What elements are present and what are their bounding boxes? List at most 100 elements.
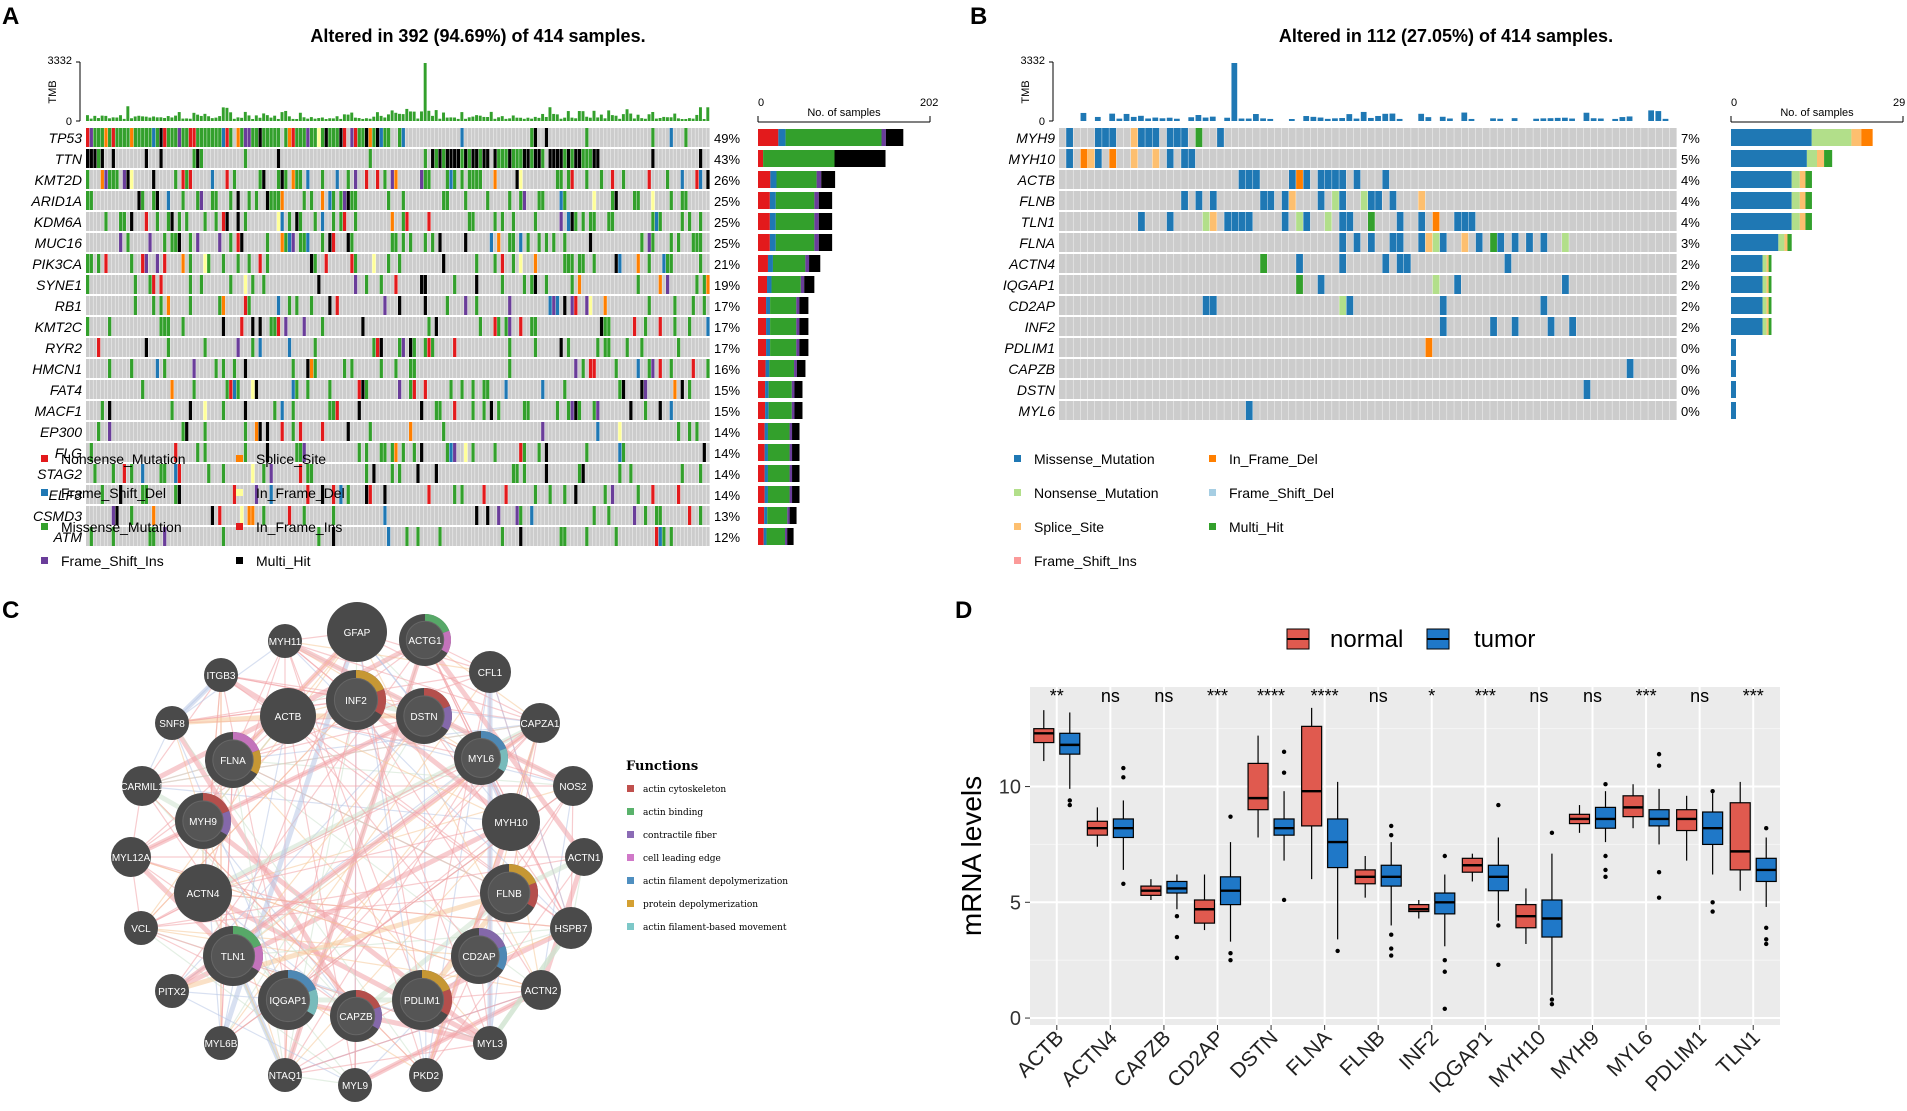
grid-cell — [1310, 317, 1318, 336]
grid-cell — [199, 191, 204, 210]
grid-cell — [570, 422, 574, 441]
grid-cell — [687, 212, 692, 231]
grid-cell — [1188, 191, 1196, 210]
grid-cell — [97, 380, 101, 399]
grid-cell — [324, 464, 328, 483]
grid-cell — [610, 506, 615, 525]
grid-cell — [1332, 359, 1339, 378]
grid-cell — [1209, 254, 1217, 273]
grid-cell — [1094, 233, 1102, 252]
gene-pct: 43% — [714, 152, 740, 167]
grid-cell — [97, 443, 101, 462]
grid-cell — [203, 254, 207, 273]
grid-cell — [599, 422, 604, 441]
grid-cell — [1310, 233, 1318, 252]
grid-cell — [427, 191, 431, 210]
grid-cell — [1461, 338, 1469, 357]
grid-cell — [331, 401, 336, 420]
grid-cell — [654, 317, 659, 336]
grid-cell — [658, 191, 662, 210]
grid-cell — [1447, 170, 1454, 189]
grid-cell — [368, 506, 372, 525]
grid-cell — [493, 359, 497, 378]
grid-cell — [163, 422, 167, 441]
grid-cell — [522, 380, 527, 399]
grid-cell — [1504, 275, 1512, 294]
grid-cell — [1590, 191, 1598, 210]
grid-cell — [1633, 338, 1641, 357]
grid-cell — [1583, 317, 1591, 336]
grid-cell — [632, 128, 637, 147]
grid-cell — [552, 191, 556, 210]
grid-cell — [262, 359, 266, 378]
grid-cell — [185, 401, 189, 420]
grid-cell — [1253, 296, 1260, 315]
grid-cell — [243, 359, 248, 378]
grid-cell — [647, 380, 651, 399]
grid-cell — [229, 401, 233, 420]
grid-cell — [1576, 149, 1584, 168]
grid-cell — [566, 275, 571, 294]
grid-cell — [273, 380, 277, 399]
grid-cell — [196, 527, 200, 546]
grid-cell — [1066, 191, 1073, 210]
grid-cell — [654, 170, 659, 189]
grid-cell — [1576, 296, 1584, 315]
grid-cell — [265, 128, 270, 147]
grid-cell — [1605, 233, 1612, 252]
grid-cell — [130, 464, 134, 483]
grid-cell — [361, 254, 365, 273]
grid-cell — [269, 212, 273, 231]
grid-cell — [280, 338, 284, 357]
grid-cell — [394, 443, 398, 462]
grid-cell — [570, 485, 574, 504]
grid-cell — [1432, 128, 1440, 147]
side-bar-seg — [814, 234, 819, 251]
grid-cell — [375, 275, 380, 294]
grid-cell — [526, 359, 530, 378]
grid-cell — [1669, 296, 1677, 315]
grid-cell — [375, 254, 380, 273]
grid-cell — [530, 422, 534, 441]
grid-cell — [280, 485, 284, 504]
gene-pct: 17% — [714, 341, 740, 356]
grid-cell — [442, 191, 446, 210]
grid-cell — [170, 338, 174, 357]
grid-cell — [1626, 296, 1634, 315]
grid-cell — [1547, 380, 1555, 399]
grid-cell — [537, 380, 541, 399]
grid-cell — [97, 317, 101, 336]
grid-cell — [607, 212, 611, 231]
grid-cell — [1073, 170, 1081, 189]
grid-cell — [592, 149, 596, 168]
grid-cell — [647, 254, 651, 273]
grid-cell — [130, 338, 134, 357]
grid-cell — [108, 527, 112, 546]
grid-cell — [519, 380, 523, 399]
grid-cell — [317, 233, 321, 252]
tmb-bar — [570, 117, 574, 121]
grid-cell — [196, 380, 200, 399]
gene-pct: 17% — [714, 320, 740, 335]
grid-cell — [1511, 275, 1519, 294]
side-bar-seg — [758, 255, 768, 272]
grid-cell — [247, 401, 251, 420]
grid-cell — [445, 149, 449, 168]
grid-cell — [1059, 149, 1066, 168]
grid-cell — [541, 212, 545, 231]
grid-cell — [383, 233, 387, 252]
grid-cell — [401, 527, 405, 546]
grid-cell — [1454, 275, 1462, 294]
grid-cell — [416, 296, 420, 315]
grid-cell — [537, 233, 541, 252]
grid-cell — [614, 359, 618, 378]
grid-cell — [207, 212, 211, 231]
grid-cell — [665, 338, 670, 357]
grid-cell — [295, 401, 299, 420]
grid-cell — [1540, 296, 1548, 315]
grid-cell — [1059, 380, 1066, 399]
grid-cell — [680, 296, 684, 315]
grid-cell — [1490, 212, 1497, 231]
grid-cell — [1597, 191, 1605, 210]
grid-cell — [1116, 359, 1124, 378]
